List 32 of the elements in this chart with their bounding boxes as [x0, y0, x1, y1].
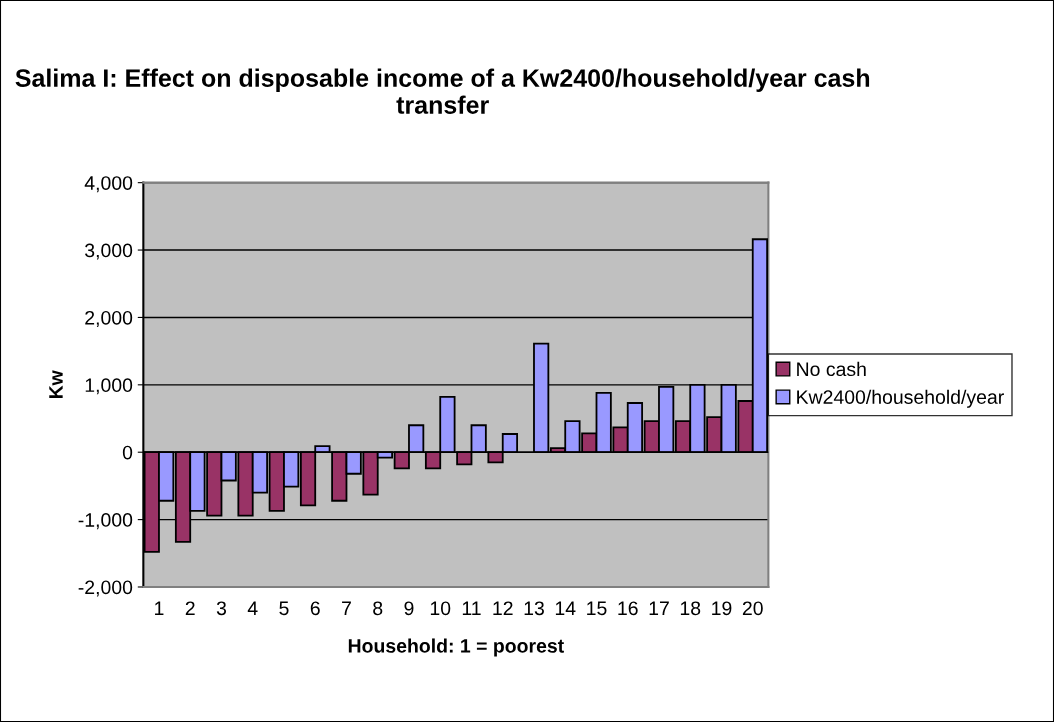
y-tick-label: -1,000 [78, 513, 133, 530]
x-tick-label: 13 [524, 601, 544, 616]
y-axis-title: Kw [49, 370, 63, 399]
x-tick-label: 11 [462, 601, 481, 615]
x-tick-label: 10 [430, 601, 451, 616]
x-tick-label: 12 [493, 601, 513, 615]
x-tick-label: 19 [712, 601, 732, 616]
y-tick-label: 1,000 [85, 378, 133, 395]
x-tick-label: 8 [373, 601, 383, 616]
x-tick-label: 15 [587, 601, 607, 616]
legend-label: No cash [797, 361, 866, 377]
chart-title: Salima I: Effect on disposable income of a Kw2400/household/year cash transfer [15, 68, 870, 114]
x-tick-label: 4 [247, 601, 258, 615]
x-tick-label: 2 [185, 601, 195, 615]
x-tick-label: 3 [216, 601, 227, 616]
x-tick-label: 18 [680, 601, 701, 616]
x-tick-label: 20 [742, 601, 763, 616]
y-tick-label: 3,000 [85, 243, 133, 260]
legend-label: Kw2400/household/year [797, 389, 1004, 408]
y-tick-label: 2,000 [85, 310, 133, 327]
x-axis-title: Household: 1 = poorest [348, 638, 564, 657]
y-tick-label: -2,000 [78, 580, 133, 597]
x-tick-label: 16 [618, 601, 638, 616]
x-tick-label: 7 [342, 601, 351, 615]
x-tick-label: 17 [649, 601, 669, 615]
y-tick-label: 4,000 [84, 176, 133, 193]
x-tick-label: 14 [555, 601, 576, 615]
x-tick-label: 6 [310, 601, 320, 616]
y-tick-label: 0 [122, 445, 133, 460]
x-tick-label: 9 [404, 601, 414, 616]
x-tick-label: 5 [279, 601, 289, 616]
x-tick-label: 1 [155, 601, 164, 615]
